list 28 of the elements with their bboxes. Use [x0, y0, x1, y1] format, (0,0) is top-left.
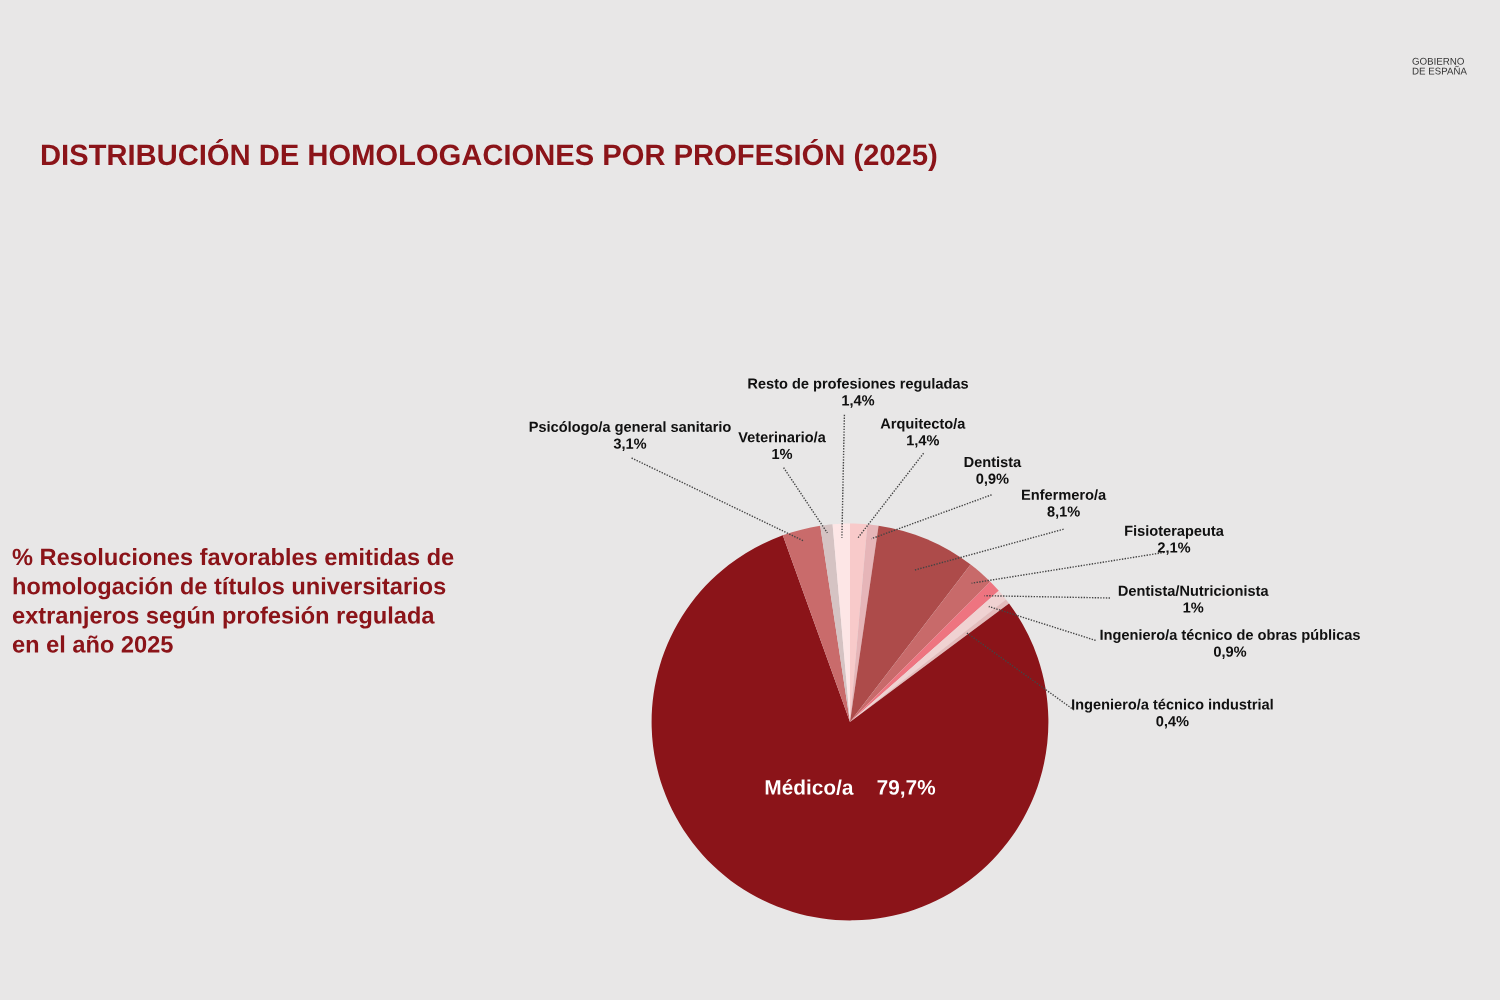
- slice-label: Ingeniero/a técnico de obras públicas: [1100, 629, 1360, 643]
- chart-title: DISTRIBUCIÓN DE HOMOLOGACIONES POR PROFESIÓN (2025): [41, 139, 937, 171]
- data-label: 8,1%: [1047, 506, 1080, 519]
- data-label: 1,4%: [842, 395, 875, 408]
- slice-label: Resto de profesiones reguladas: [748, 377, 969, 392]
- slice-label: Arquitecto/a: [880, 418, 966, 432]
- slice-label: Médico/a 79,7%: [765, 779, 936, 798]
- data-label: 0,9%: [1213, 646, 1247, 659]
- slice-label: Fisioterapeuta: [1125, 525, 1224, 539]
- slice-label: Enfermero/a: [1022, 489, 1107, 501]
- slice-label: Dentista: [964, 456, 1022, 468]
- slice-label: Ingeniero/a técnico industrial: [1072, 698, 1273, 713]
- pie-slice: [820, 524, 850, 722]
- data-label: 1%: [772, 448, 793, 460]
- text: % Resoluciones favorables emitidas de homologación de títulos universitarios extranjeros según profesión regulada en el año 2025: [12, 548, 454, 653]
- pie-slice: [651, 535, 1049, 921]
- slice-label: Psicólogo/a general sanitario: [529, 421, 731, 435]
- data-label: 1,4%: [907, 435, 940, 448]
- pie-slice: [850, 525, 971, 722]
- data-label: 1%: [1183, 602, 1204, 613]
- data-label: 3,1%: [613, 438, 647, 451]
- data-label: 0,4%: [1156, 716, 1189, 729]
- text: GOBIERNO DE ESPAÑA: [1412, 57, 1467, 75]
- data-label: 0,9%: [976, 473, 1009, 487]
- pie-slice: [782, 525, 850, 722]
- slice-label: Dentista/Nutricionista: [1118, 585, 1269, 597]
- data-label: 2,1%: [1157, 542, 1191, 555]
- slice-label: Veterinario/a: [738, 431, 826, 443]
